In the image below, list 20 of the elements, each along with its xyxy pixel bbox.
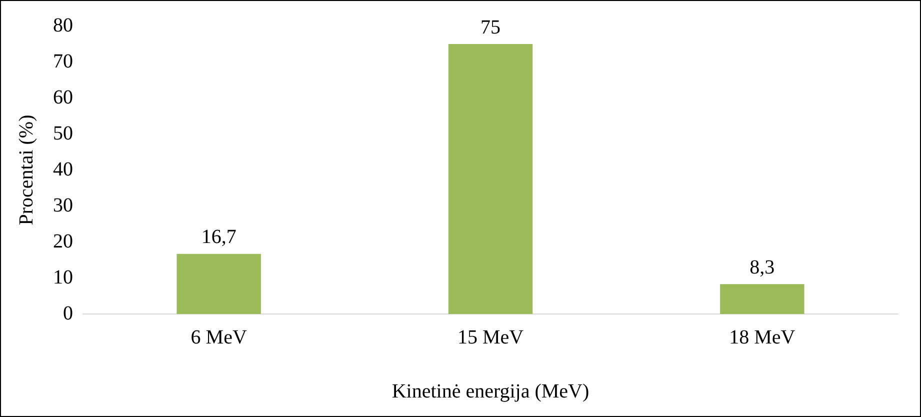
x-axis-title: Kinetinė energija (MeV) <box>392 380 590 402</box>
bar <box>720 284 804 314</box>
y-tick-label: 70 <box>53 50 73 72</box>
y-tick-label: 30 <box>53 194 73 216</box>
y-axis-title: Procentai (%) <box>15 114 38 226</box>
y-tick-label: 0 <box>63 302 73 324</box>
bar <box>448 44 533 314</box>
y-tick-label: 10 <box>53 266 73 288</box>
data-label: 75 <box>480 16 500 38</box>
y-tick-label: 50 <box>53 122 73 144</box>
data-label: 16,7 <box>201 226 236 248</box>
y-tick-label: 60 <box>53 86 73 108</box>
bar <box>176 254 261 314</box>
x-tick-label: 15 MeV <box>457 326 524 348</box>
x-tick-label: 6 MeV <box>190 326 248 348</box>
x-tick-label: 18 MeV <box>729 326 796 348</box>
y-tick-label: 20 <box>53 230 73 252</box>
data-label: 8,3 <box>750 256 775 278</box>
y-tick-label: 40 <box>53 158 73 180</box>
y-tick-label: 80 <box>53 14 73 36</box>
